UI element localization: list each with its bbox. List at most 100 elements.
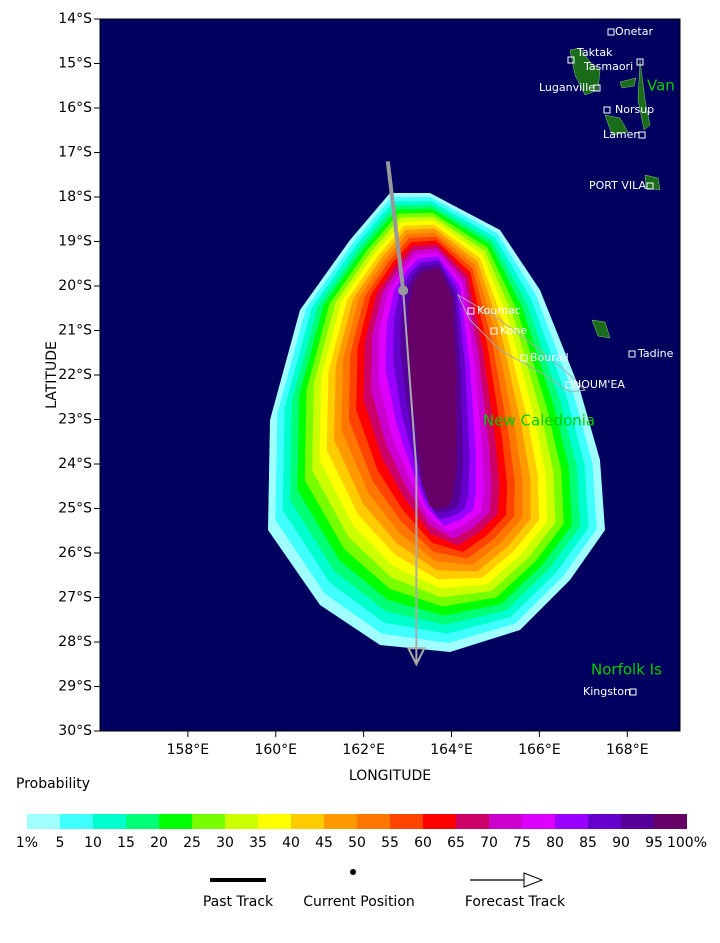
y-tick-label: 27°S bbox=[58, 590, 92, 606]
y-tick-label: 23°S bbox=[58, 412, 92, 428]
x-tick-label: 166°E bbox=[518, 742, 561, 758]
colorbar-label: 10 bbox=[84, 835, 102, 851]
colorbar-cell bbox=[357, 814, 390, 829]
place-label: Lamen bbox=[603, 128, 640, 141]
place-marker bbox=[467, 307, 475, 315]
colorbar-cell bbox=[93, 814, 126, 829]
colorbar-label: 65 bbox=[447, 835, 465, 851]
colorbar-cell bbox=[192, 814, 225, 829]
legend-arrowhead bbox=[523, 872, 544, 888]
place-label: Norsup bbox=[615, 103, 654, 116]
y-tick-label: 30°S bbox=[58, 723, 92, 739]
colorbar-label: 95 bbox=[645, 835, 663, 851]
colorbar-title: Probability bbox=[16, 776, 90, 792]
colorbar-label: 30 bbox=[216, 835, 234, 851]
colorbar-cell bbox=[225, 814, 258, 829]
colorbar-label: 55 bbox=[381, 835, 399, 851]
colorbar-label: 50 bbox=[348, 835, 366, 851]
place-marker bbox=[603, 106, 611, 114]
place-marker bbox=[628, 350, 636, 358]
place-label: Kingston bbox=[583, 685, 631, 698]
colorbar-cell bbox=[291, 814, 324, 829]
probability-contour bbox=[407, 268, 457, 509]
x-tick-label: 162°E bbox=[342, 742, 385, 758]
colorbar-cell bbox=[258, 814, 291, 829]
y-tick-label: 19°S bbox=[58, 234, 92, 250]
colorbar-cell bbox=[390, 814, 423, 829]
legend-current-position bbox=[350, 869, 356, 875]
forecast-track bbox=[402, 290, 418, 665]
colorbar-cell bbox=[654, 814, 687, 829]
colorbar-label: 100% bbox=[667, 835, 707, 851]
place-label: Luganville bbox=[539, 81, 595, 94]
forecast-arrowhead bbox=[406, 647, 426, 667]
colorbar-cell bbox=[60, 814, 93, 829]
colorbar-label: 60 bbox=[414, 835, 432, 851]
region-label: Van bbox=[647, 77, 675, 95]
colorbar-label: 45 bbox=[315, 835, 333, 851]
place-label: Tasmaori bbox=[583, 60, 633, 73]
y-tick-label: 16°S bbox=[58, 100, 92, 116]
legend-label: Past Track bbox=[203, 894, 274, 910]
place-marker bbox=[565, 381, 573, 389]
colorbar-label: 85 bbox=[579, 835, 597, 851]
place-label: Onetar bbox=[615, 25, 653, 38]
colorbar-label: 25 bbox=[183, 835, 201, 851]
colorbar-label: 70 bbox=[480, 835, 498, 851]
colorbar-cell bbox=[159, 814, 192, 829]
place-marker bbox=[629, 688, 637, 696]
colorbar-cell bbox=[522, 814, 555, 829]
x-tick-label: 164°E bbox=[430, 742, 473, 758]
place-marker bbox=[636, 58, 644, 66]
x-tick-label: 158°E bbox=[167, 742, 210, 758]
place-marker bbox=[638, 131, 646, 139]
y-tick-label: 14°S bbox=[58, 11, 92, 27]
colorbar-label: 75 bbox=[513, 835, 531, 851]
place-label: Bourail bbox=[530, 351, 569, 364]
place-label: NOUM'EA bbox=[573, 378, 625, 391]
y-tick-label: 18°S bbox=[58, 189, 92, 205]
colorbar-cell bbox=[126, 814, 159, 829]
legend-label: Forecast Track bbox=[465, 894, 566, 910]
colorbar-cell bbox=[555, 814, 588, 829]
y-tick-label: 29°S bbox=[58, 679, 92, 695]
x-axis-label: LONGITUDE bbox=[349, 768, 431, 784]
current-position bbox=[398, 285, 409, 296]
place-label: PORT VILA bbox=[589, 179, 647, 192]
y-tick-label: 17°S bbox=[58, 145, 92, 161]
place-marker bbox=[490, 327, 498, 335]
colorbar-cell bbox=[456, 814, 489, 829]
y-tick-label: 25°S bbox=[58, 501, 92, 517]
y-tick-label: 20°S bbox=[58, 278, 92, 294]
place-label: Koumac bbox=[477, 304, 521, 317]
place-marker bbox=[607, 28, 615, 36]
colorbar-cell bbox=[423, 814, 456, 829]
legend-label: Current Position bbox=[303, 894, 415, 910]
y-tick-label: 22°S bbox=[58, 367, 92, 383]
place-label: Kone bbox=[500, 324, 527, 337]
place-label: Tadine bbox=[637, 347, 674, 360]
x-tick-label: 160°E bbox=[254, 742, 297, 758]
place-marker bbox=[593, 84, 601, 92]
past-track bbox=[385, 161, 406, 291]
colorbar-cell bbox=[27, 814, 60, 829]
place-label: Taktak bbox=[576, 46, 613, 59]
place-marker bbox=[520, 354, 528, 362]
y-axis-label: LATITUDE bbox=[44, 341, 60, 409]
place-marker bbox=[646, 182, 654, 190]
region-labels: Van New Caledonia Norfolk Is bbox=[483, 77, 675, 679]
y-tick-label: 26°S bbox=[58, 545, 92, 561]
y-tick-label: 28°S bbox=[58, 634, 92, 650]
colorbar-cell bbox=[588, 814, 621, 829]
colorbar-cell bbox=[489, 814, 522, 829]
region-label: Norfolk Is bbox=[591, 661, 662, 679]
y-tick-label: 15°S bbox=[58, 56, 92, 72]
y-tick-label: 24°S bbox=[58, 456, 92, 472]
probability-swath bbox=[268, 193, 605, 652]
x-tick-label: 168°E bbox=[606, 742, 649, 758]
colorbar-label: 15 bbox=[117, 835, 135, 851]
colorbar-label: 5 bbox=[56, 835, 65, 851]
colorbar-label: 80 bbox=[546, 835, 564, 851]
colorbar-label: 20 bbox=[150, 835, 168, 851]
